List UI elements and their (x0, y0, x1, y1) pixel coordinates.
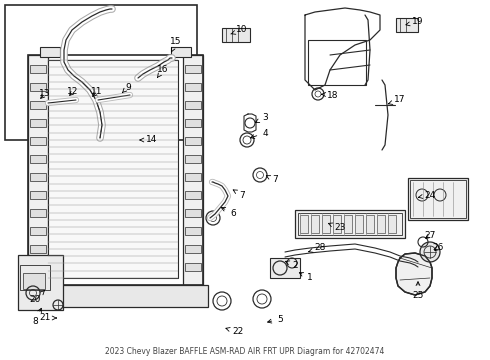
Text: 14: 14 (140, 135, 158, 144)
Text: 18: 18 (321, 90, 339, 99)
Bar (300, 215, 308, 233)
Text: 22: 22 (226, 328, 244, 337)
Text: 7: 7 (233, 190, 245, 199)
Bar (298, 213, 402, 235)
Text: 7: 7 (266, 175, 278, 184)
Bar (377, 215, 385, 233)
Text: 3: 3 (255, 113, 268, 123)
Text: 21: 21 (39, 314, 56, 323)
Bar (30, 137, 46, 145)
Text: 6: 6 (221, 207, 236, 217)
Text: 20: 20 (29, 291, 45, 305)
Bar (185, 245, 201, 253)
Text: 11: 11 (91, 87, 103, 96)
Text: 23: 23 (328, 223, 345, 233)
Bar (295, 210, 405, 238)
Bar (18, 255, 63, 310)
Bar (185, 227, 201, 235)
Bar (30, 65, 46, 73)
Text: 1: 1 (299, 273, 313, 283)
Bar (30, 101, 46, 109)
Bar (5, 5, 197, 140)
Bar (270, 258, 300, 278)
Bar (30, 263, 46, 271)
Bar (366, 215, 374, 233)
Bar (30, 155, 46, 163)
Circle shape (420, 242, 440, 262)
Bar (185, 65, 201, 73)
Bar (30, 191, 46, 199)
Bar (30, 227, 46, 235)
Text: 13: 13 (39, 90, 51, 99)
Text: 4: 4 (250, 129, 268, 139)
Bar (344, 215, 352, 233)
Bar (185, 191, 201, 199)
Bar (185, 119, 201, 127)
Bar (40, 47, 60, 57)
Bar (30, 83, 46, 91)
Bar (308, 40, 366, 85)
Bar (185, 263, 201, 271)
Bar (410, 180, 466, 218)
Text: 17: 17 (389, 95, 406, 104)
Bar (30, 119, 46, 127)
Text: 26: 26 (432, 243, 443, 252)
Bar (30, 209, 46, 217)
Bar (185, 101, 201, 109)
Bar (48, 60, 178, 278)
Bar (28, 55, 203, 285)
Bar (396, 18, 418, 32)
Bar (322, 215, 330, 233)
Bar (185, 137, 201, 145)
Text: 2023 Chevy Blazer BAFFLE ASM-RAD AIR FRT UPR Diagram for 42702474: 2023 Chevy Blazer BAFFLE ASM-RAD AIR FRT… (105, 347, 385, 356)
Bar (23, 273, 45, 289)
Bar (185, 209, 201, 217)
Polygon shape (396, 253, 432, 295)
Text: 25: 25 (412, 282, 424, 300)
Text: 9: 9 (122, 82, 131, 93)
Text: 27: 27 (424, 230, 436, 239)
Bar (185, 83, 201, 91)
Text: 15: 15 (170, 37, 182, 52)
Text: 10: 10 (231, 26, 248, 35)
Text: 5: 5 (268, 315, 283, 324)
Text: 16: 16 (157, 66, 169, 77)
Bar (185, 173, 201, 181)
Bar (171, 47, 191, 57)
Bar (20, 265, 50, 290)
Bar (222, 28, 250, 42)
Bar (355, 215, 363, 233)
Bar (333, 215, 341, 233)
Bar (388, 215, 396, 233)
Bar (23, 285, 208, 307)
Bar (311, 215, 319, 233)
Bar (30, 245, 46, 253)
Text: 28: 28 (309, 243, 326, 252)
Text: 24: 24 (418, 190, 436, 199)
Bar (183, 55, 203, 285)
Text: 2: 2 (286, 261, 298, 270)
Bar (185, 155, 201, 163)
Bar (408, 178, 468, 220)
Text: 8: 8 (32, 308, 41, 325)
Text: 12: 12 (67, 87, 79, 96)
Text: 19: 19 (406, 18, 424, 27)
Bar (28, 55, 48, 285)
Bar (30, 173, 46, 181)
